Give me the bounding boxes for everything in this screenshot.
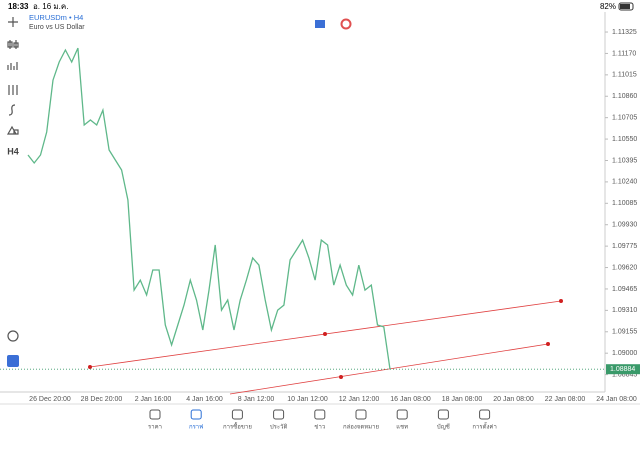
nav-label[interactable]: แชท bbox=[396, 424, 408, 431]
y-tick-label: 1.09775 bbox=[612, 243, 637, 250]
y-tick-label: 1.11170 bbox=[612, 50, 636, 57]
current-price-label: 1.08884 bbox=[610, 366, 635, 373]
x-tick-label: 20 Jan 08:00 bbox=[493, 396, 534, 403]
y-tick-label: 1.09930 bbox=[612, 222, 637, 229]
battery-icon bbox=[618, 2, 634, 11]
price-line bbox=[27, 47, 391, 370]
battery-level bbox=[620, 4, 630, 9]
nav-label[interactable]: ประวัติ bbox=[270, 424, 288, 431]
trendline-anchor[interactable] bbox=[323, 332, 327, 336]
x-tick-label: 22 Jan 08:00 bbox=[545, 396, 586, 403]
timeframe-button[interactable]: H4 bbox=[7, 146, 19, 156]
indicators-tool[interactable] bbox=[8, 85, 18, 95]
x-tick-label: 28 Dec 20:00 bbox=[81, 396, 123, 403]
x-tick-label: 10 Jan 12:00 bbox=[287, 396, 328, 403]
nav-label[interactable]: การตั้งค่า bbox=[472, 421, 496, 431]
status-date: อ. 16 ม.ค. bbox=[33, 2, 68, 11]
nav-icon[interactable] bbox=[396, 409, 408, 420]
nav-label[interactable]: บัญชี bbox=[437, 423, 450, 431]
y-tick-label: 1.09465 bbox=[612, 286, 637, 293]
y-tick-label: 1.09155 bbox=[612, 329, 637, 336]
x-tick-label: 18 Jan 08:00 bbox=[442, 396, 483, 403]
nav-icon[interactable] bbox=[314, 409, 326, 420]
nav-label[interactable]: ราคา bbox=[148, 424, 162, 431]
y-tick-label: 1.10240 bbox=[612, 179, 637, 186]
y-tick-label: 1.09310 bbox=[612, 307, 637, 314]
x-tick-label: 4 Jan 16:00 bbox=[186, 396, 223, 403]
quick-tool[interactable] bbox=[7, 330, 19, 342]
x-tick-label: 26 Dec 20:00 bbox=[29, 396, 71, 403]
x-tick-label: 2 Jan 16:00 bbox=[135, 396, 172, 403]
indicator-icon[interactable] bbox=[340, 18, 352, 30]
nav-label[interactable]: กล่องจดหมาย bbox=[343, 424, 379, 431]
current-price-box bbox=[606, 364, 640, 375]
y-tick-label: 1.09000 bbox=[612, 350, 637, 357]
y-tick-label: 1.10705 bbox=[612, 115, 637, 122]
x-tick-label: 16 Jan 08:00 bbox=[390, 396, 431, 403]
x-tick-label: 8 Jan 12:00 bbox=[238, 396, 275, 403]
app-icon[interactable] bbox=[7, 355, 19, 367]
x-tick-label: 12 Jan 12:00 bbox=[339, 396, 380, 403]
trendline-anchor[interactable] bbox=[88, 365, 92, 369]
nav-icon[interactable] bbox=[355, 409, 367, 420]
crosshair-tool[interactable] bbox=[8, 17, 18, 27]
y-tick-label: 1.10550 bbox=[612, 136, 637, 143]
nav-icon[interactable] bbox=[190, 409, 202, 420]
nav-icon[interactable] bbox=[149, 409, 161, 420]
x-tick-label: 24 Jan 08:00 bbox=[596, 396, 637, 403]
nav-label[interactable]: การซื้อขาย bbox=[223, 421, 252, 431]
y-tick-label: 1.09620 bbox=[612, 264, 637, 271]
chart-subtitle: Euro vs US Dollar bbox=[29, 24, 85, 31]
nav-icon[interactable] bbox=[273, 409, 285, 420]
y-tick-label: 1.11325 bbox=[612, 29, 637, 36]
nav-label[interactable]: ข่าว bbox=[314, 424, 325, 431]
trade-icon[interactable] bbox=[315, 20, 325, 28]
y-tick-label: 1.08845 bbox=[612, 371, 637, 378]
nav-icon[interactable] bbox=[437, 409, 449, 420]
objects-tool[interactable] bbox=[6, 125, 19, 135]
y-tick-label: 1.10860 bbox=[612, 93, 637, 100]
trendline-anchor[interactable] bbox=[339, 375, 343, 379]
chart-type-tool[interactable] bbox=[7, 40, 19, 49]
bars-tool[interactable] bbox=[7, 62, 18, 70]
status-time: 18:33 bbox=[8, 2, 29, 11]
nav-label[interactable]: กราฟ bbox=[189, 424, 203, 431]
status-battery: 82% bbox=[600, 2, 616, 11]
trendline-anchor[interactable] bbox=[546, 342, 550, 346]
function-tool[interactable] bbox=[8, 104, 16, 116]
nav-icon[interactable] bbox=[479, 409, 491, 420]
chart-title: EURUSDm • H4 bbox=[29, 13, 83, 22]
y-tick-label: 1.10395 bbox=[612, 157, 637, 164]
trendline-anchor[interactable] bbox=[559, 299, 563, 303]
trendline[interactable] bbox=[229, 343, 549, 395]
nav-icon[interactable] bbox=[231, 409, 243, 420]
y-tick-label: 1.11015 bbox=[612, 72, 637, 79]
y-tick-label: 1.10085 bbox=[612, 200, 637, 207]
